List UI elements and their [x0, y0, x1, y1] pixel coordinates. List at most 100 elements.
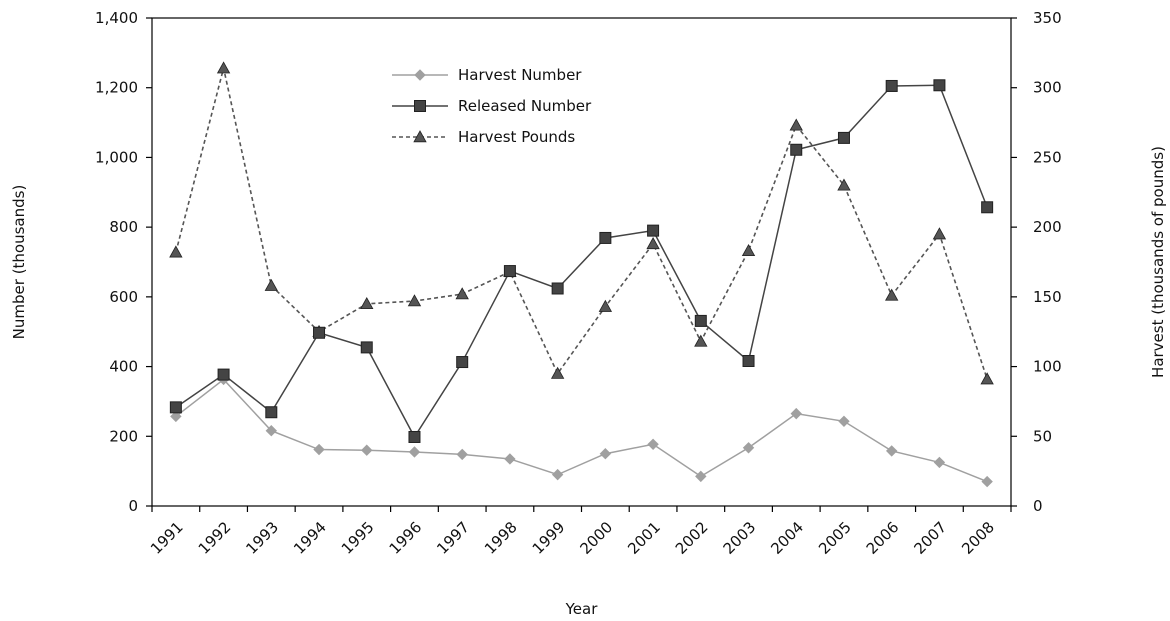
- left-axis-tick-label: 400: [109, 358, 138, 376]
- harvest-pounds-point: [694, 334, 708, 347]
- right-axis-tick-label: 200: [1033, 218, 1062, 236]
- legend-label-harvest-number: Harvest Number: [458, 66, 582, 84]
- left-axis-tick-label: 0: [128, 497, 138, 515]
- left-axis-tick-label: 800: [109, 218, 138, 236]
- harvest-number-point: [361, 444, 373, 456]
- harvest-pounds-point: [169, 245, 183, 258]
- x-axis-tick-label: 1998: [481, 518, 521, 558]
- harvest-number-point: [170, 410, 182, 423]
- x-axis-tick-label: 1993: [242, 518, 282, 558]
- released-number-point: [551, 282, 564, 295]
- released-number-point: [408, 430, 421, 443]
- harvest-number-point: [313, 443, 325, 456]
- x-axis-tick-label: 1999: [529, 518, 569, 558]
- x-axis-tick-label: 1994: [290, 518, 330, 558]
- harvest-number-point: [933, 456, 946, 469]
- released-number-point: [265, 406, 278, 419]
- released-number-point: [313, 326, 326, 339]
- legend-marker-released-number: [414, 100, 426, 112]
- released-number-point: [169, 401, 182, 414]
- released-number-point: [599, 231, 612, 244]
- x-axis-tick-label: 2008: [958, 518, 998, 558]
- legend-marker-harvest-number: [414, 69, 426, 81]
- harvest-number-point: [981, 475, 993, 488]
- harvest-number-point: [265, 425, 278, 437]
- harvest-pounds-point: [885, 288, 899, 301]
- harvest-pounds-point: [550, 366, 565, 379]
- harvest-number-point: [695, 470, 707, 483]
- left-axis-tick-label: 1,400: [95, 9, 138, 27]
- harvest-pounds-line: [175, 67, 988, 380]
- released-number-point: [837, 131, 850, 144]
- harvest-pounds-point: [789, 118, 803, 131]
- left-axis-title: Number (thousands): [10, 185, 28, 340]
- left-axis-tick-label: 1,200: [95, 79, 138, 97]
- right-axis-tick-label: 150: [1033, 288, 1062, 306]
- x-axis-tick-label: 1996: [386, 518, 426, 558]
- harvest-number-point: [456, 448, 468, 461]
- harvest-number-point: [408, 446, 421, 458]
- x-axis-tick-label: 2001: [624, 518, 664, 558]
- x-axis-tick-label: 2000: [576, 518, 616, 558]
- left-axis-tick-label: 1,000: [95, 148, 138, 166]
- released-number-point: [981, 201, 994, 214]
- legend-label-released-number: Released Number: [458, 97, 592, 115]
- harvest-pounds-point: [455, 287, 469, 300]
- x-axis-tick-label: 2002: [672, 518, 712, 558]
- harvest-number-point: [790, 407, 802, 420]
- x-axis-tick-label: 1997: [433, 518, 473, 558]
- right-axis-tick-label: 100: [1033, 358, 1062, 376]
- harvest-pounds-point: [980, 372, 994, 385]
- harvest-pounds-point: [360, 297, 374, 310]
- harvest-pounds-point: [837, 178, 851, 191]
- x-axis-tick-label: 2007: [911, 518, 951, 558]
- harvest-number-point: [885, 445, 898, 457]
- harvest-number-point: [504, 453, 516, 465]
- harvest-number-point: [838, 415, 850, 428]
- released-number-point: [456, 356, 469, 369]
- harvest-pounds-point: [216, 61, 231, 74]
- right-axis-tick-label: 300: [1033, 79, 1062, 97]
- legend-label-harvest-pounds: Harvest Pounds: [458, 128, 575, 146]
- right-axis-tick-label: 50: [1033, 427, 1052, 445]
- released-number-point: [217, 368, 230, 381]
- released-number-point: [742, 354, 755, 367]
- harvest-number-point: [647, 438, 659, 451]
- x-axis-tick-label: 1992: [195, 518, 235, 558]
- legend-marker-harvest-pounds: [413, 130, 427, 143]
- harvest-number-point: [599, 448, 612, 460]
- harvest-pounds-point: [741, 244, 756, 257]
- left-axis-tick-label: 200: [109, 427, 138, 445]
- x-axis-tick-label: 1991: [147, 518, 187, 558]
- x-axis-tick-label: 2006: [863, 518, 903, 558]
- right-axis-tick-label: 0: [1033, 497, 1043, 515]
- harvest-number-line: [175, 378, 988, 483]
- right-axis-tick-label: 250: [1033, 148, 1062, 166]
- x-axis-tick-label: 2004: [767, 518, 807, 558]
- harvest-pounds-point: [932, 227, 947, 240]
- harvest-number-point: [742, 442, 755, 454]
- released-number-point: [790, 143, 803, 156]
- x-axis-tick-label: 2005: [815, 518, 855, 558]
- released-number-point: [360, 341, 373, 354]
- harvest-number-point: [551, 468, 564, 481]
- harvest-pounds-point: [646, 237, 660, 250]
- released-number-point: [885, 79, 898, 92]
- released-number-line: [175, 84, 988, 439]
- released-number-point: [694, 314, 707, 327]
- harvest-pounds-point: [264, 278, 278, 291]
- released-number-point: [933, 79, 946, 92]
- x-axis-tick-label: 1995: [338, 518, 378, 558]
- released-number-point: [503, 265, 516, 278]
- right-axis-tick-label: 350: [1033, 9, 1062, 27]
- harvest-pounds-point: [598, 299, 613, 312]
- right-axis-title: Harvest (thousands of pounds): [1149, 146, 1167, 378]
- plot-area-border: [151, 17, 1012, 507]
- released-number-point: [647, 224, 660, 237]
- x-axis-tick-label: 2003: [720, 518, 760, 558]
- left-axis-tick-label: 600: [109, 288, 138, 306]
- harvest-pounds-point: [407, 294, 422, 307]
- x-axis-title: Year: [565, 600, 599, 618]
